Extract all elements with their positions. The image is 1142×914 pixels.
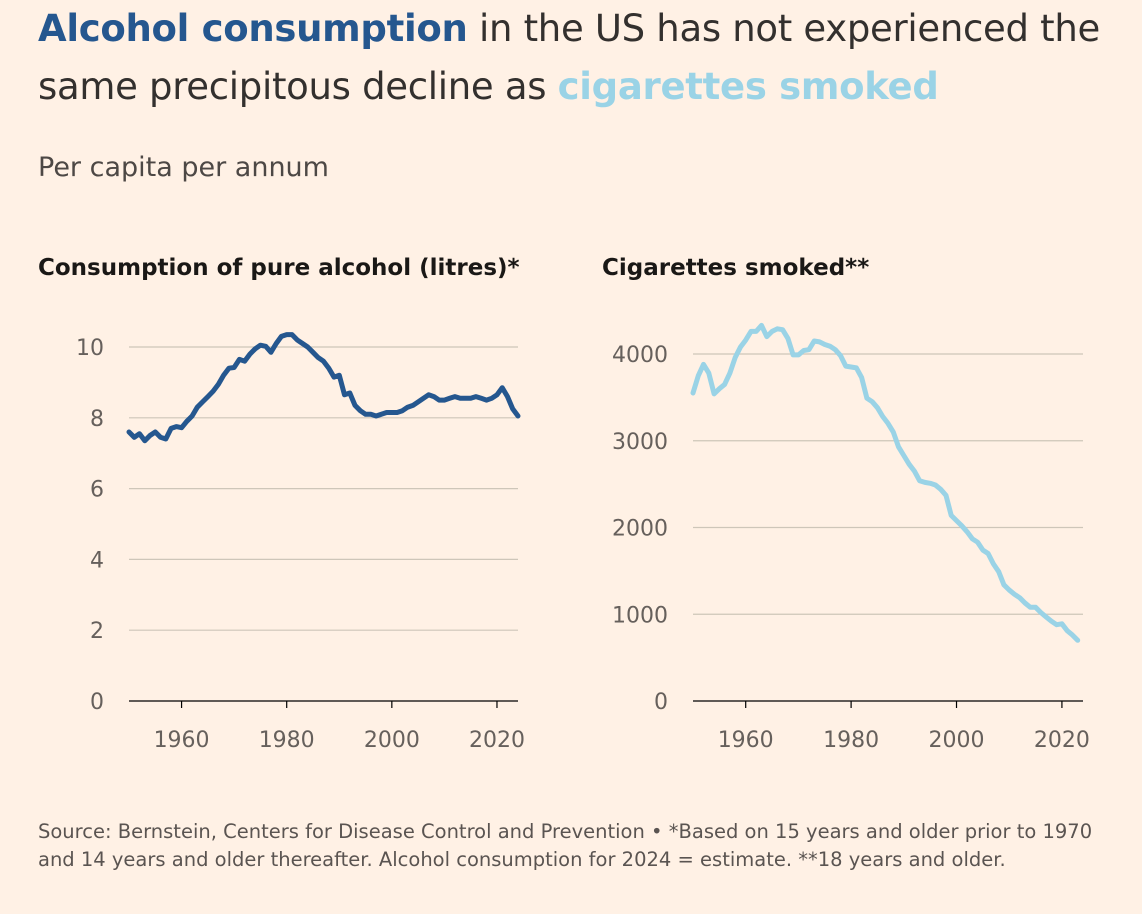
alcohol-x-tick-label: 2020 <box>469 728 525 753</box>
cigarette-x-tick-label: 2020 <box>1034 728 1090 753</box>
alcohol-y-tick-label: 4 <box>90 548 104 573</box>
alcohol-chart: 0 2 4 6 8 10 1960 1980 2000 2020 <box>76 332 525 753</box>
source-footnote: Source: Bernstein, Centers for Disease C… <box>38 820 1093 871</box>
alcohol-y-tick-label: 6 <box>90 478 104 503</box>
cigarette-y-tick-label: 2000 <box>612 517 668 542</box>
headline-middle: in the US has not experienced the same p… <box>38 7 1100 108</box>
alcohol-y-tick-label: 10 <box>76 336 104 361</box>
alcohol-y-tick-label: 8 <box>90 407 104 432</box>
cigarette-y-tick-label: 0 <box>654 690 668 715</box>
cigarette-y-tick-label: 3000 <box>612 430 668 455</box>
cigarette-x-tick-label: 1980 <box>823 728 879 753</box>
headline-alcohol-phrase: Alcohol consumption <box>38 7 468 50</box>
headline-cigarette-phrase: cigarettes smoked <box>557 65 939 108</box>
alcohol-chart-title: Consumption of pure alcohol (litres)* <box>38 255 520 281</box>
alcohol-x-tick-label: 1960 <box>154 728 210 753</box>
alcohol-series-line <box>126 332 521 444</box>
cigarette-y-tick-label: 1000 <box>612 603 668 628</box>
headline: Alcohol consumption in the US has not ex… <box>38 0 1118 116</box>
alcohol-y-tick-label: 0 <box>90 690 104 715</box>
alcohol-y-tick-label: 2 <box>90 619 104 644</box>
alcohol-x-tick-label: 2000 <box>364 728 420 753</box>
cigarette-x-tick-label: 1960 <box>718 728 774 753</box>
cigarette-x-tick-label: 2000 <box>929 728 985 753</box>
cigarette-y-tick-label: 4000 <box>612 343 668 368</box>
alcohol-x-tick-label: 1980 <box>259 728 315 753</box>
subtitle: Per capita per annum <box>38 152 329 183</box>
cigarette-chart: 0 1000 2000 3000 4000 1960 1980 2000 2020 <box>612 322 1090 753</box>
cigarette-chart-title: Cigarettes smoked** <box>602 255 870 281</box>
cigarette-series-line <box>690 322 1081 643</box>
